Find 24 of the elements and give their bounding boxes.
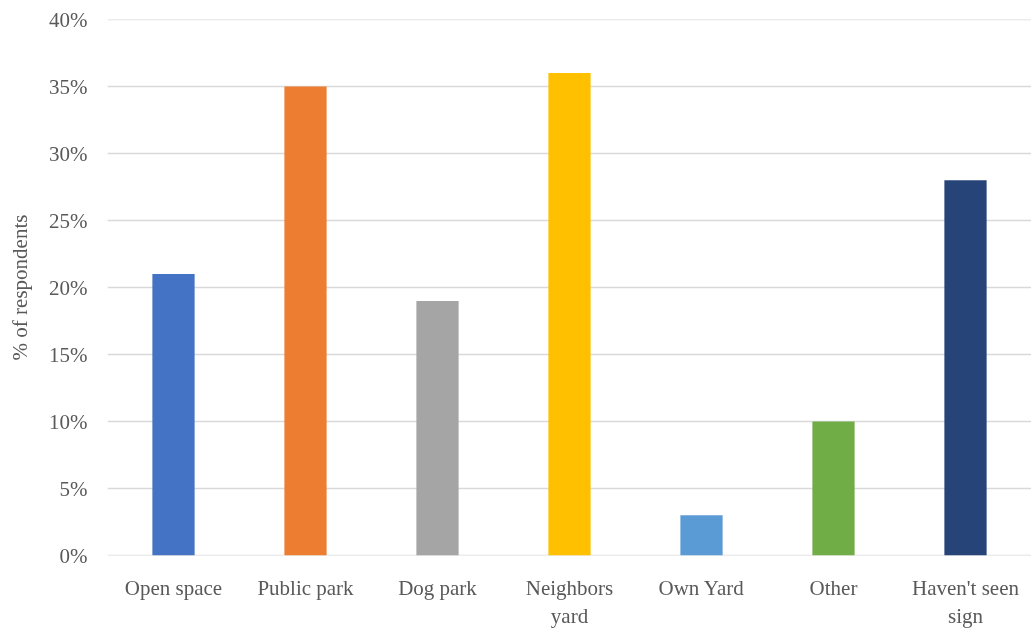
y-tick-label: 15% [49,342,88,367]
x-tick-label: Neighbors yard [525,575,614,629]
bar [152,274,195,556]
y-tick-label: 40% [49,7,88,32]
y-tick-label: 30% [49,141,88,166]
y-tick-label: 25% [49,208,88,233]
bar [944,180,987,556]
x-tick-label: Haven't seen sign [912,575,1020,629]
bar [812,421,855,556]
y-tick-label: 0% [59,543,88,568]
bar [416,300,459,556]
bar [548,73,591,556]
x-tick-label: Other [809,575,858,600]
y-tick-label: 10% [49,409,88,434]
x-tick-label: Dog park [398,575,478,600]
y-axis-title: % of respondents [8,214,33,361]
bar [680,515,723,556]
x-tick-label: Open space [124,575,223,600]
x-tick-label: Own Yard [658,575,745,600]
x-tick-label: Public park [257,575,355,600]
y-tick-label: 35% [49,74,88,99]
y-tick-label: 5% [59,476,88,501]
bar [284,86,327,556]
y-tick-label: 20% [49,275,88,300]
